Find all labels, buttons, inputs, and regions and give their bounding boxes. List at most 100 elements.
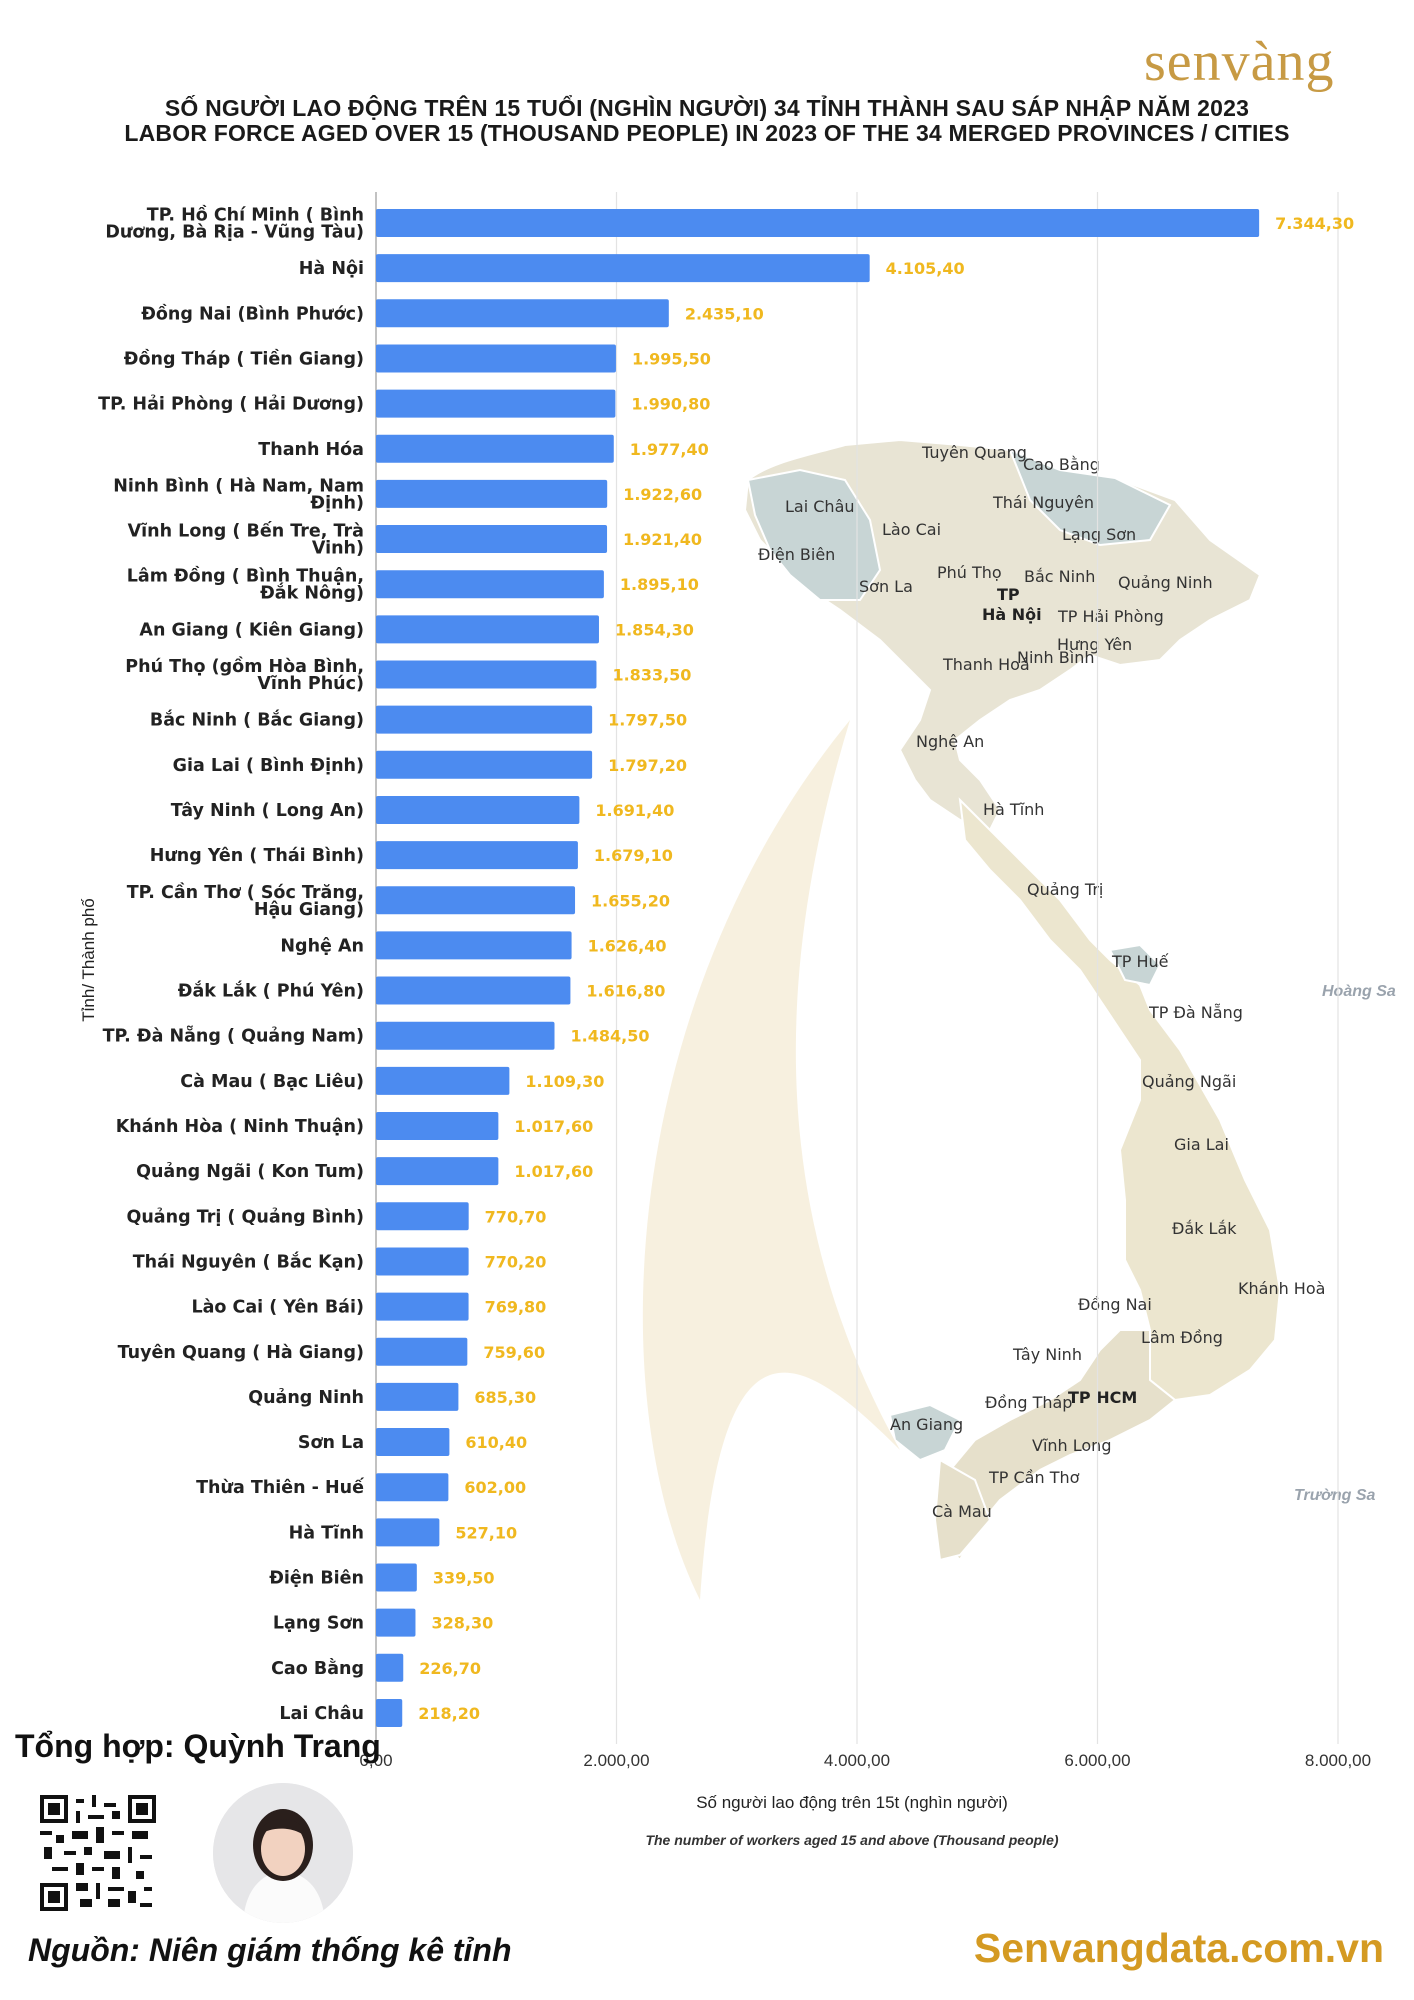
- chart-value-labels: 7.344,30 4.105,40 2.435,10 1.995,50 1.990,80…: [418, 214, 1354, 1723]
- map-label: Đắk Lắk: [1172, 1219, 1237, 1238]
- category-label: Lạng Sơn: [273, 1614, 364, 1634]
- bar: [376, 931, 572, 960]
- x-axis-subtitle: The number of workers aged 15 and above …: [645, 1832, 1058, 1848]
- category-label: Tây Ninh ( Long An): [171, 801, 364, 821]
- map-label: Gia Lai: [1174, 1135, 1229, 1154]
- bar: [376, 525, 608, 554]
- value-label: 1.616,80: [586, 982, 665, 1001]
- map-ca-mau-region: [933, 1458, 992, 1562]
- chart-title-vietnamese: SỐ NGƯỜI LAO ĐỘNG TRÊN 15 TUỔI (NGHÌN NG…: [164, 95, 1250, 121]
- category-label: Lai Châu: [279, 1704, 364, 1724]
- value-label: 1.484,50: [571, 1027, 650, 1046]
- value-label: 7.344,30: [1275, 214, 1354, 233]
- bar: [376, 1112, 499, 1140]
- source-text: Nguồn: Niên giám thống kê tỉnh: [28, 1932, 512, 1968]
- bar: [376, 1202, 469, 1231]
- bar: [376, 479, 608, 508]
- value-label: 1.990,80: [631, 395, 710, 414]
- map-label: TP Hải Phòng: [1057, 607, 1164, 626]
- map-label: Nghệ An: [916, 732, 984, 751]
- value-label: 610,40: [465, 1433, 527, 1452]
- map-label: Lâm Đồng: [1141, 1328, 1223, 1347]
- map-label: Thanh Hoá: [942, 655, 1030, 674]
- bar: [376, 1021, 555, 1050]
- bar: [376, 976, 571, 1005]
- map-label: Bắc Ninh: [1024, 567, 1095, 586]
- value-label: 1.017,60: [514, 1162, 593, 1181]
- x-tick-label: 0,00: [359, 1751, 392, 1770]
- map-label: Cao Bằng: [1023, 455, 1100, 474]
- category-label: Đồng Nai (Bình Phước): [141, 303, 364, 324]
- value-label: 1.109,30: [525, 1072, 604, 1091]
- category-label: Cao Bằng: [271, 1658, 364, 1679]
- y-axis-title: Tỉnh/ Thành phố: [79, 898, 98, 1022]
- value-label: 226,70: [419, 1659, 481, 1678]
- x-tick-label: 4.000,00: [824, 1751, 890, 1770]
- map-label: Lai Châu: [785, 497, 855, 516]
- map-an-giang-region: [888, 1403, 962, 1462]
- value-label: 328,30: [431, 1614, 493, 1633]
- map-label: Ninh Bình: [1017, 648, 1094, 667]
- bar: [376, 209, 1260, 237]
- value-label: 339,50: [433, 1569, 495, 1588]
- category-label: An Giang ( Kiên Giang): [139, 620, 364, 640]
- category-label: Tuyên Quang ( Hà Giang): [118, 1343, 364, 1363]
- category-label: Gia Lai ( Bình Định): [173, 756, 364, 776]
- map-label: TP Đà Nẵng: [1148, 1003, 1243, 1022]
- brand-logo: senvàng: [1144, 8, 1384, 98]
- map-label: Khánh Hoà: [1238, 1279, 1325, 1298]
- value-label: 770,70: [485, 1207, 547, 1226]
- bar: [376, 299, 669, 328]
- bar: [376, 1337, 468, 1366]
- map-label: Điện Biên: [758, 545, 835, 564]
- category-label: Dương, Bà Rịa - Vũng Tàu): [105, 223, 364, 243]
- category-label: Nghệ An: [280, 936, 364, 956]
- category-label: Định): [310, 493, 364, 513]
- map-label: Phú Thọ: [937, 563, 1002, 582]
- island-label: Hoàng Sa: [1322, 983, 1396, 1000]
- map-label: Quảng Ngãi: [1142, 1072, 1236, 1091]
- category-label: Ninh Bình ( Hà Nam, Nam: [113, 476, 364, 496]
- bar: [376, 841, 578, 870]
- map-label: Sơn La: [859, 577, 913, 596]
- map-label: Hưng Yên: [1057, 635, 1132, 654]
- bar: [376, 660, 597, 689]
- value-label: 1.977,40: [630, 440, 709, 459]
- value-label: 769,80: [485, 1298, 547, 1317]
- value-label: 218,20: [418, 1704, 480, 1723]
- bar: [376, 389, 616, 418]
- bar: [376, 254, 870, 283]
- x-tick-label: 8.000,00: [1305, 1751, 1371, 1770]
- bar: [376, 1157, 499, 1186]
- category-label: TP. Hải Phòng ( Hải Dương): [98, 395, 364, 415]
- category-label: Vĩnh Phúc): [257, 674, 364, 694]
- map-label: Hà Tĩnh: [983, 800, 1044, 819]
- value-label: 1.833,50: [612, 666, 691, 685]
- category-label: Thanh Hóa: [258, 440, 364, 460]
- value-label: 1.797,50: [608, 711, 687, 730]
- bar: [376, 1473, 449, 1502]
- x-axis-title: Số người lao động trên 15t (nghìn người): [696, 1793, 1008, 1812]
- value-label: 759,60: [483, 1343, 545, 1362]
- compiled-by-text: Tổng hợp: Quỳnh Trang: [15, 1728, 381, 1764]
- category-label: Vĩnh Long ( Bến Tre, Trà: [128, 521, 364, 542]
- bar: [376, 434, 614, 463]
- map-label: Hà Nội: [982, 605, 1042, 624]
- category-label: Vinh): [312, 539, 364, 559]
- value-label: 1.691,40: [595, 801, 674, 820]
- value-label: 1.655,20: [591, 891, 670, 910]
- map-label: An Giang: [890, 1415, 963, 1434]
- category-label: Đắk Lắk ( Phú Yên): [178, 981, 364, 1002]
- value-label: 1.017,60: [514, 1117, 593, 1136]
- bar-chart: Tuyên Quang Cao Bằng Lai Châu Thái Nguyê…: [79, 192, 1396, 1848]
- category-label: Quảng Trị ( Quảng Bình): [126, 1207, 364, 1227]
- value-label: 770,20: [485, 1252, 547, 1271]
- map-label: TP: [997, 585, 1020, 604]
- category-label: Thái Nguyên ( Bắc Kạn): [133, 1251, 364, 1272]
- map-label: TP HCM: [1068, 1388, 1137, 1407]
- website-link[interactable]: Senvangdata.com.vn: [973, 1925, 1384, 1971]
- value-label: 1.626,40: [588, 936, 667, 955]
- category-label: Đắk Nông): [260, 583, 364, 604]
- category-label: Bắc Ninh ( Bắc Giang): [150, 710, 364, 731]
- map-label: Đồng Nai: [1078, 1295, 1152, 1314]
